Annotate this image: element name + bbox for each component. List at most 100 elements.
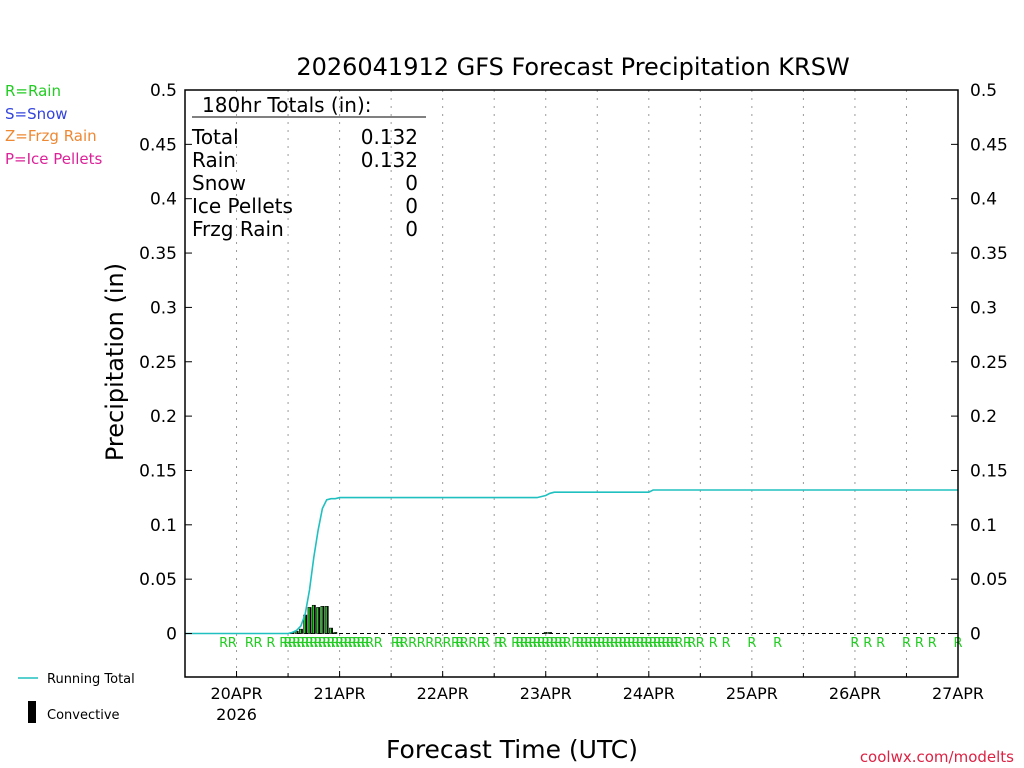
convective-bar-core	[331, 628, 333, 634]
precip-type-mark: R	[314, 636, 323, 651]
convective-bar-core	[545, 632, 548, 634]
y-axis-label: Precipitation (in)	[101, 263, 129, 461]
precip-type-mark: R	[576, 636, 585, 651]
precip-type-mark: R	[292, 636, 301, 651]
precip-type-mark: R	[374, 636, 383, 651]
precip-type-mark: R	[747, 636, 756, 651]
precip-type-mark: R	[322, 636, 331, 651]
x-tick-label: 21APR	[314, 684, 366, 703]
precip-type-mark: R	[477, 636, 486, 651]
precip-type-mark: R	[331, 636, 340, 651]
precip-type-mark: R	[863, 636, 872, 651]
y-tick-label-left: 0.5	[150, 81, 177, 101]
precip-type-mark: R	[670, 636, 679, 651]
precip-type-mark: R	[593, 636, 602, 651]
precip-type-mark: R	[301, 636, 310, 651]
precip-type-mark: R	[554, 636, 563, 651]
plot-frame	[184, 89, 959, 678]
y-tick-label-right: 0.3	[970, 298, 997, 318]
precip-type-mark: R	[558, 636, 567, 651]
precip-type-mark: R	[494, 636, 503, 651]
y-tick-label-left: 0	[166, 625, 177, 645]
precip-type-mark: R	[515, 636, 524, 651]
precip-type-mark: R	[288, 636, 297, 651]
precip-type-mark: R	[361, 636, 370, 651]
precip-type-mark: R	[597, 636, 606, 651]
legend-convective-label: Convective	[47, 708, 120, 723]
precip-type-mark: R	[619, 636, 628, 651]
precip-type-mark: R	[279, 636, 288, 651]
precip-type-mark: R	[537, 636, 546, 651]
y-tick-label-right: 0.25	[970, 353, 1008, 373]
convective-bar-core	[313, 605, 316, 634]
legend-rain: R=Rain	[5, 82, 61, 100]
running-total-layer	[185, 489, 958, 635]
precip-type-mark: R	[528, 636, 537, 651]
precip-type-mark: R	[657, 636, 666, 651]
precip-type-mark: R	[442, 636, 451, 651]
x-tick-label: 27APR	[932, 684, 984, 703]
precip-type-mark: R	[455, 636, 464, 651]
precip-type-mark: R	[876, 636, 885, 651]
legend-convective-swatch	[28, 701, 36, 723]
y-tick-label-left: 0.3	[150, 298, 177, 318]
grid	[185, 90, 958, 677]
legend-snow: S=Snow	[5, 105, 68, 123]
precip-type-mark: R	[550, 636, 559, 651]
precip-type-mark: R	[335, 636, 344, 651]
y-tick-label-right: 0.35	[970, 244, 1008, 264]
precip-type-mark: R	[666, 636, 675, 651]
precip-type-mark: R	[434, 636, 443, 651]
precip-type-mark: R	[395, 636, 404, 651]
x-tick-label: 20APR	[210, 684, 262, 703]
y-tick-label-right: 0.4	[970, 190, 997, 210]
y-tick-label-left: 0.05	[139, 570, 177, 590]
totals-row-label: Frzg Rain	[192, 217, 284, 241]
precip-type-mark: R	[511, 636, 520, 651]
convective-bar-core	[335, 632, 337, 634]
precip-type-mark: R	[541, 636, 550, 651]
precip-type-mark: R	[722, 636, 731, 651]
totals-row-label: Total	[191, 125, 239, 149]
x-tick-label: 22APR	[417, 684, 469, 703]
chart-title: 2026041912 GFS Forecast Precipitation KR…	[296, 53, 849, 81]
precip-type-mark: R	[533, 636, 542, 651]
precip-type-mark: R	[674, 636, 683, 651]
totals-row-label: Rain	[192, 148, 236, 172]
precip-type-mark: R	[640, 636, 649, 651]
totals-row-value: 0	[405, 194, 418, 218]
precip-type-mark: R	[219, 636, 228, 651]
precip-type-legend: R=Rain S=Snow Z=Frzg Rain P=Ice Pellets	[5, 82, 102, 168]
precip-type-mark: R	[339, 636, 348, 651]
precip-type-mark: R	[649, 636, 658, 651]
precip-type-mark: R	[253, 636, 262, 651]
totals-row-value: 0.132	[361, 148, 418, 172]
precip-type-mark: R	[344, 636, 353, 651]
precip-type-mark: R	[636, 636, 645, 651]
precip-type-mark: R	[284, 636, 293, 651]
y-tick-label-right: 0.05	[970, 570, 1008, 590]
precip-type-mark: R	[661, 636, 670, 651]
precip-type-mark: R	[623, 636, 632, 651]
precip-type-mark: R	[326, 636, 335, 651]
precip-type-mark: R	[683, 636, 692, 651]
precip-type-mark: R	[644, 636, 653, 651]
precip-type-mark: R	[610, 636, 619, 651]
y-tick-label-right: 0.15	[970, 461, 1008, 481]
totals-row-value: 0	[405, 171, 418, 195]
precip-type-mark: R	[468, 636, 477, 651]
precip-type-mark: R	[601, 636, 610, 651]
convective-bar-core	[305, 615, 307, 634]
convective-bar-core	[292, 632, 294, 634]
legend-frzg-rain: Z=Frzg Rain	[5, 127, 97, 145]
precip-type-mark: R	[318, 636, 327, 651]
y-axis-left: 0 0.05 0.1 0.15 0.2 0.25 0.3 0.35 0.4 0.45 0.5	[139, 81, 192, 645]
precip-type-mark: R	[460, 636, 469, 651]
precip-type-mark: R	[627, 636, 636, 651]
x-tick-label: 23APR	[520, 684, 572, 703]
precip-type-mark: R	[425, 636, 434, 651]
precip-type-mark: R	[524, 636, 533, 651]
precip-type-mark: R	[309, 636, 318, 651]
